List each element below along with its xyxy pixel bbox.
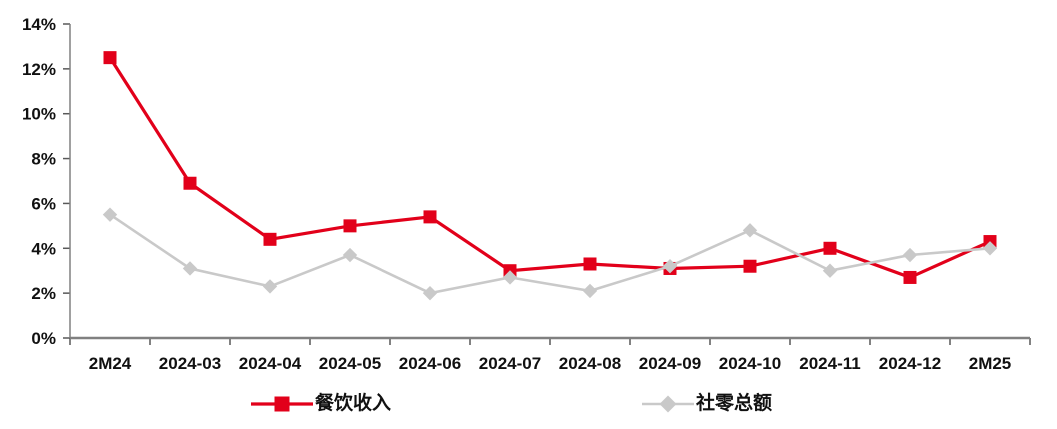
y-axis-label: 4% <box>31 239 56 258</box>
series-1-line <box>109 213 991 295</box>
x-axis-label: 2024-07 <box>479 354 541 373</box>
series-0-marker <box>343 219 357 233</box>
series-0-line <box>108 56 991 280</box>
series-0-marker <box>743 259 757 273</box>
x-axis-label: 2024-04 <box>239 354 302 373</box>
series-1-marker <box>982 241 998 256</box>
series-1-marker <box>102 207 118 222</box>
legend-item-catering-revenue: 餐饮收入 <box>251 392 391 416</box>
series-0-marker <box>903 270 917 284</box>
legend-label-catering-revenue: 餐饮收入 <box>315 393 392 414</box>
series-1-marker <box>422 285 438 301</box>
series-0-marker <box>823 241 837 255</box>
legend-label-retail-total: 社零总额 <box>696 393 773 414</box>
series-1-marker <box>742 223 758 238</box>
x-axis-label: 2024-08 <box>559 354 621 373</box>
y-axis-label: 6% <box>31 194 56 213</box>
series-1-marker <box>662 259 678 274</box>
series-0-marker <box>103 51 117 65</box>
x-axis-label: 2024-12 <box>879 354 941 373</box>
y-axis-label: 2% <box>31 284 56 303</box>
series-0-marker <box>423 210 437 224</box>
y-axis-label: 10% <box>22 105 56 124</box>
x-axis-label: 2024-05 <box>319 354 381 373</box>
y-axis-label: 12% <box>22 60 56 79</box>
series-0-marker <box>183 176 197 190</box>
series-1-marker <box>582 283 598 299</box>
x-axis-label: 2024-03 <box>159 354 221 373</box>
series-1-marker <box>182 261 198 276</box>
series-1-marker <box>902 247 918 263</box>
series-0-marker <box>263 232 277 246</box>
series-1-marker <box>502 270 518 285</box>
series-0-marker <box>583 257 597 271</box>
y-axis-label: 14% <box>22 15 56 34</box>
series-1-marker <box>262 279 278 294</box>
legend-item-retail-total: 社零总额 <box>642 392 772 416</box>
y-axis-label: 8% <box>31 150 56 169</box>
x-axis-label: 2M25 <box>969 354 1012 373</box>
x-axis-label: 2M24 <box>89 354 132 373</box>
series-1-marker <box>822 263 838 278</box>
x-axis-label: 2024-06 <box>399 354 461 373</box>
x-axis-label: 2024-09 <box>639 354 701 373</box>
legend-line-square-icon <box>251 396 313 412</box>
series-1-marker <box>342 247 358 263</box>
legend-line-diamond-icon <box>642 395 694 413</box>
x-axis-label: 2024-10 <box>719 354 781 373</box>
x-axis-label: 2024-11 <box>799 354 860 373</box>
y-axis-label: 0% <box>31 329 56 348</box>
